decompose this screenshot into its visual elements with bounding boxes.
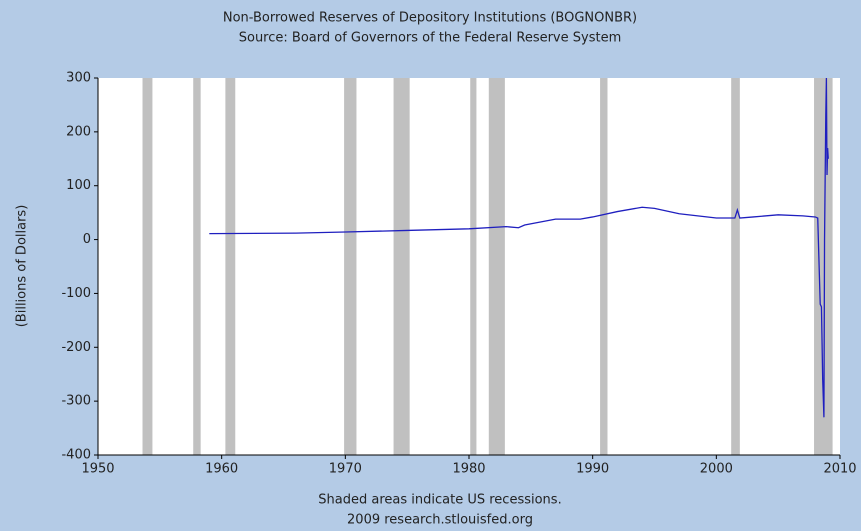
- recession-band: [488, 78, 505, 455]
- recession-band: [470, 78, 477, 455]
- footnote: Shaded areas indicate US recessions.: [318, 493, 561, 508]
- y-tick-label: 200: [66, 124, 91, 139]
- source: 2009 research.stlouisfed.org: [347, 513, 533, 528]
- x-tick-label: 1960: [205, 462, 238, 477]
- x-tick-label: 1980: [452, 462, 485, 477]
- plot-area: [98, 78, 840, 455]
- recession-band: [600, 78, 608, 455]
- recession-band: [142, 78, 153, 455]
- data-line: [209, 77, 829, 418]
- x-tick-label: 2010: [823, 462, 856, 477]
- y-tick-label: -200: [61, 340, 91, 355]
- chart-subtitle: Source: Board of Governors of the Federa…: [239, 31, 622, 46]
- x-tick-label: 1990: [576, 462, 609, 477]
- y-tick-label: -400: [61, 448, 91, 463]
- recession-band: [814, 78, 833, 455]
- y-tick-label: 0: [83, 232, 91, 247]
- y-tick-label: -100: [61, 286, 91, 301]
- recession-band: [193, 78, 201, 455]
- x-tick-label: 1950: [81, 462, 114, 477]
- recession-band: [731, 78, 740, 455]
- x-tick-label: 1970: [329, 462, 362, 477]
- chart-title: Non-Borrowed Reserves of Depository Inst…: [223, 11, 637, 26]
- y-tick-label: 300: [66, 71, 91, 86]
- recession-band: [225, 78, 236, 455]
- recession-band: [344, 78, 357, 455]
- y-tick-label: 100: [66, 178, 91, 193]
- x-tick-label: 2000: [700, 462, 733, 477]
- recession-band: [393, 78, 410, 455]
- y-axis-label: (Billions of Dollars): [15, 205, 30, 328]
- y-tick-label: -300: [61, 394, 91, 409]
